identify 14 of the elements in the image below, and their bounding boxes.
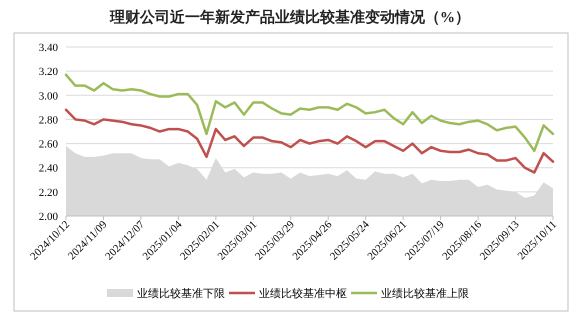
chart-title: 理财公司近一年新发产品业绩比较基准变动情况（%） (109, 8, 470, 26)
y-tick-label: 3.40 (38, 42, 58, 54)
legend-label: 业绩比较基准上限 (381, 287, 469, 300)
y-tick-label: 2.00 (38, 211, 58, 223)
y-tick-label: 2.40 (38, 162, 58, 175)
y-tick-label: 3.20 (38, 66, 58, 78)
y-tick-label: 2.60 (38, 138, 58, 151)
legend-label: 业绩比较基准中枢 (259, 287, 347, 300)
line-series (64, 108, 554, 174)
y-tick-label: 2.80 (38, 114, 58, 126)
legend-label: 业绩比较基准下限 (137, 287, 225, 300)
line-series (64, 74, 554, 152)
y-tick-label: 3.00 (38, 90, 58, 102)
y-tick-label: 2.20 (38, 186, 58, 199)
